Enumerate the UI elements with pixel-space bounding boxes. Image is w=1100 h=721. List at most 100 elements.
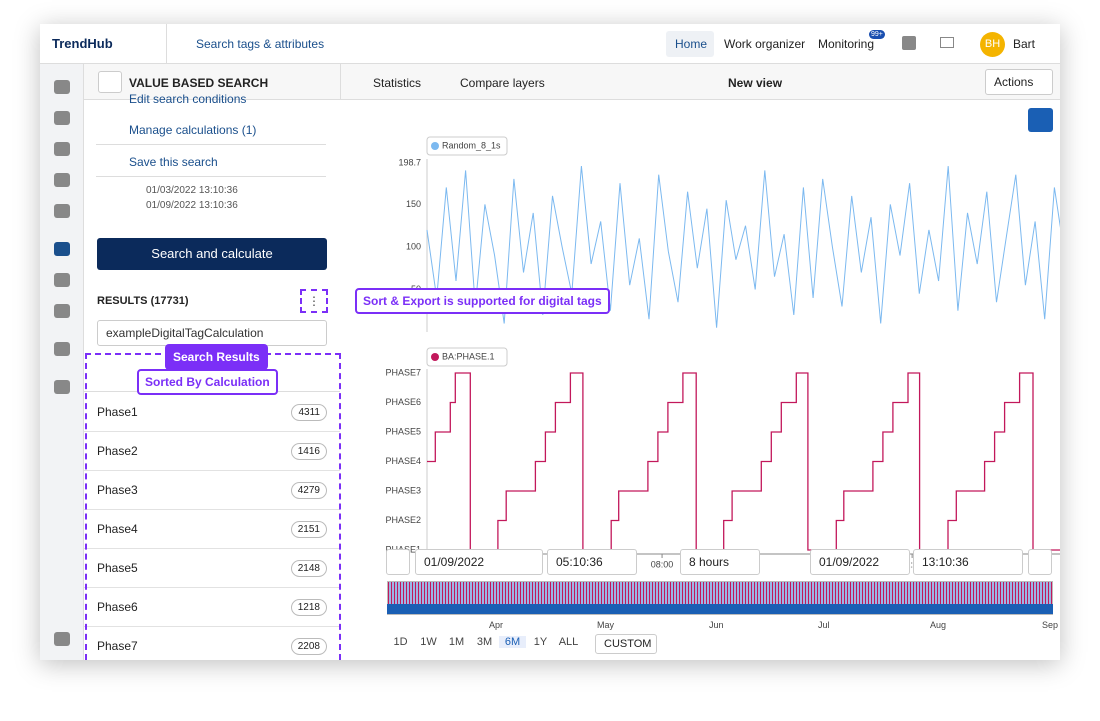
tab-statistics[interactable]: Statistics <box>373 76 422 90</box>
navigator-range <box>387 604 1053 614</box>
divider <box>96 144 326 145</box>
results-count: RESULTS (17731) <box>97 295 189 307</box>
rail-icon[interactable] <box>54 342 70 356</box>
toolbar <box>340 64 1060 100</box>
rail-icon[interactable] <box>54 304 70 318</box>
divider <box>166 24 167 64</box>
rail-icon[interactable] <box>54 80 70 94</box>
legend-swatch <box>431 142 439 150</box>
row-name: Phase6 <box>97 600 138 614</box>
legend-label: BA:PHASE.1 <box>442 351 495 361</box>
result-row[interactable]: Phase5 2148 <box>84 549 340 588</box>
prev-button[interactable] <box>386 549 410 575</box>
row-name: Phase7 <box>97 639 138 653</box>
rail-icon[interactable] <box>54 142 70 156</box>
custom-range[interactable]: CUSTOM <box>595 634 657 654</box>
search-box[interactable]: Search tags & attributes <box>196 37 325 51</box>
view-title: New view <box>728 76 783 90</box>
row-count: 1218 <box>290 598 327 616</box>
actions-button[interactable]: Actions <box>985 69 1053 95</box>
tab-compare[interactable]: Compare layers <box>460 76 545 90</box>
row-name: Phase3 <box>97 483 138 497</box>
user-name[interactable]: Bart <box>1013 37 1036 51</box>
calc-dropdown[interactable]: exampleDigitalTagCalculation <box>97 320 327 346</box>
y-tick-label: PHASE3 <box>385 485 421 495</box>
end-time-input[interactable]: 13:10:36 <box>913 549 1023 575</box>
mail-icon[interactable] <box>940 37 954 48</box>
range-button[interactable]: 1M <box>448 636 465 648</box>
range-button[interactable]: 1W <box>420 636 437 648</box>
y-tick-label: PHASE2 <box>385 515 421 525</box>
next-button[interactable] <box>1028 549 1052 575</box>
rail-icon[interactable] <box>54 380 70 394</box>
legend-swatch <box>431 353 439 361</box>
row-count: 2151 <box>290 520 327 538</box>
help-icon[interactable] <box>902 36 916 50</box>
nav-home[interactable]: Home <box>675 37 708 51</box>
month-label: Jun <box>709 620 724 630</box>
nav-work[interactable]: Work organizer <box>724 37 806 51</box>
annotation: Search Results <box>165 344 268 370</box>
result-row[interactable]: Phase2 1416 <box>84 432 340 471</box>
result-row[interactable]: Phase1 4311 <box>84 393 340 432</box>
menu-edit[interactable]: Edit search conditions <box>129 92 247 106</box>
chart-settings[interactable] <box>1028 108 1053 132</box>
y-tick-label: 198.7 <box>398 157 421 167</box>
month-label: May <box>597 620 615 630</box>
rail-icon-active[interactable] <box>54 242 70 256</box>
range-button[interactable]: ALL <box>558 636 579 648</box>
end-date-input[interactable]: 01/09/2022 <box>810 549 910 575</box>
rail-icon[interactable] <box>54 273 70 287</box>
data-line <box>427 372 1060 551</box>
start-time-input[interactable]: 05:10:36 <box>547 549 637 575</box>
x-tick-label: 11:00 <box>901 559 923 569</box>
end-date: 01/09/2022 13:10:36 <box>146 200 238 211</box>
result-row[interactable]: Phase3 4279 <box>84 471 340 510</box>
more-menu[interactable]: ⋮ <box>300 289 328 313</box>
legend-box <box>426 347 508 367</box>
row-name: Phase2 <box>97 444 138 458</box>
y-tick-label: 150 <box>406 199 421 209</box>
data-line <box>426 166 1060 328</box>
panel-header <box>84 64 340 100</box>
y-tick-label: PHASE5 <box>385 426 421 436</box>
settings-icon[interactable] <box>54 632 70 646</box>
row-count: 4279 <box>290 481 327 499</box>
panel-title: VALUE BASED SEARCH <box>129 76 269 90</box>
start-date-input[interactable]: 01/09/2022 <box>415 549 543 575</box>
duration[interactable]: 8 hours <box>680 549 760 575</box>
range-button[interactable]: 1Y <box>533 636 548 648</box>
y-tick-label: PHASE6 <box>385 397 421 407</box>
charts: 50100150198.7Random_8_1sPHASE1PHASE2PHAS… <box>385 136 1060 569</box>
rail-icon[interactable] <box>54 173 70 187</box>
home-button[interactable] <box>98 71 122 93</box>
result-row[interactable]: Phase7 2208 <box>84 627 340 660</box>
range-button[interactable]: 6M <box>499 636 526 648</box>
search-button[interactable]: Search and calculate <box>97 238 327 270</box>
x-tick-label: 08:00 <box>651 559 674 569</box>
menu-calculations[interactable]: Manage calculations (1) <box>129 123 257 137</box>
row-count: 4311 <box>291 403 327 421</box>
range-button[interactable]: 1D <box>393 636 408 648</box>
rail-icon[interactable] <box>54 111 70 125</box>
annotation-box <box>85 353 341 660</box>
nav-active <box>666 31 714 57</box>
y-tick-label: 100 <box>406 241 421 251</box>
result-row[interactable]: Phase4 2151 <box>84 510 340 549</box>
row-name: Phase5 <box>97 561 138 575</box>
row-count: 1416 <box>290 442 327 460</box>
month-label: Jul <box>818 620 830 630</box>
divider <box>96 176 326 177</box>
menu-save[interactable]: Save this search <box>129 155 218 169</box>
result-row[interactable]: Phase6 1218 <box>84 588 340 627</box>
icon-rail <box>40 64 84 660</box>
avatar[interactable]: BH <box>980 32 1005 57</box>
start-date: 01/03/2022 13:10:36 <box>146 185 238 196</box>
logo[interactable]: TrendHub <box>52 36 113 51</box>
range-button[interactable]: 3M <box>476 636 493 648</box>
rail-icon[interactable] <box>54 204 70 218</box>
row-count: 2148 <box>290 559 327 577</box>
y-tick-label: PHASE7 <box>385 367 421 377</box>
nav-monitoring[interactable]: Monitoring <box>818 37 875 51</box>
